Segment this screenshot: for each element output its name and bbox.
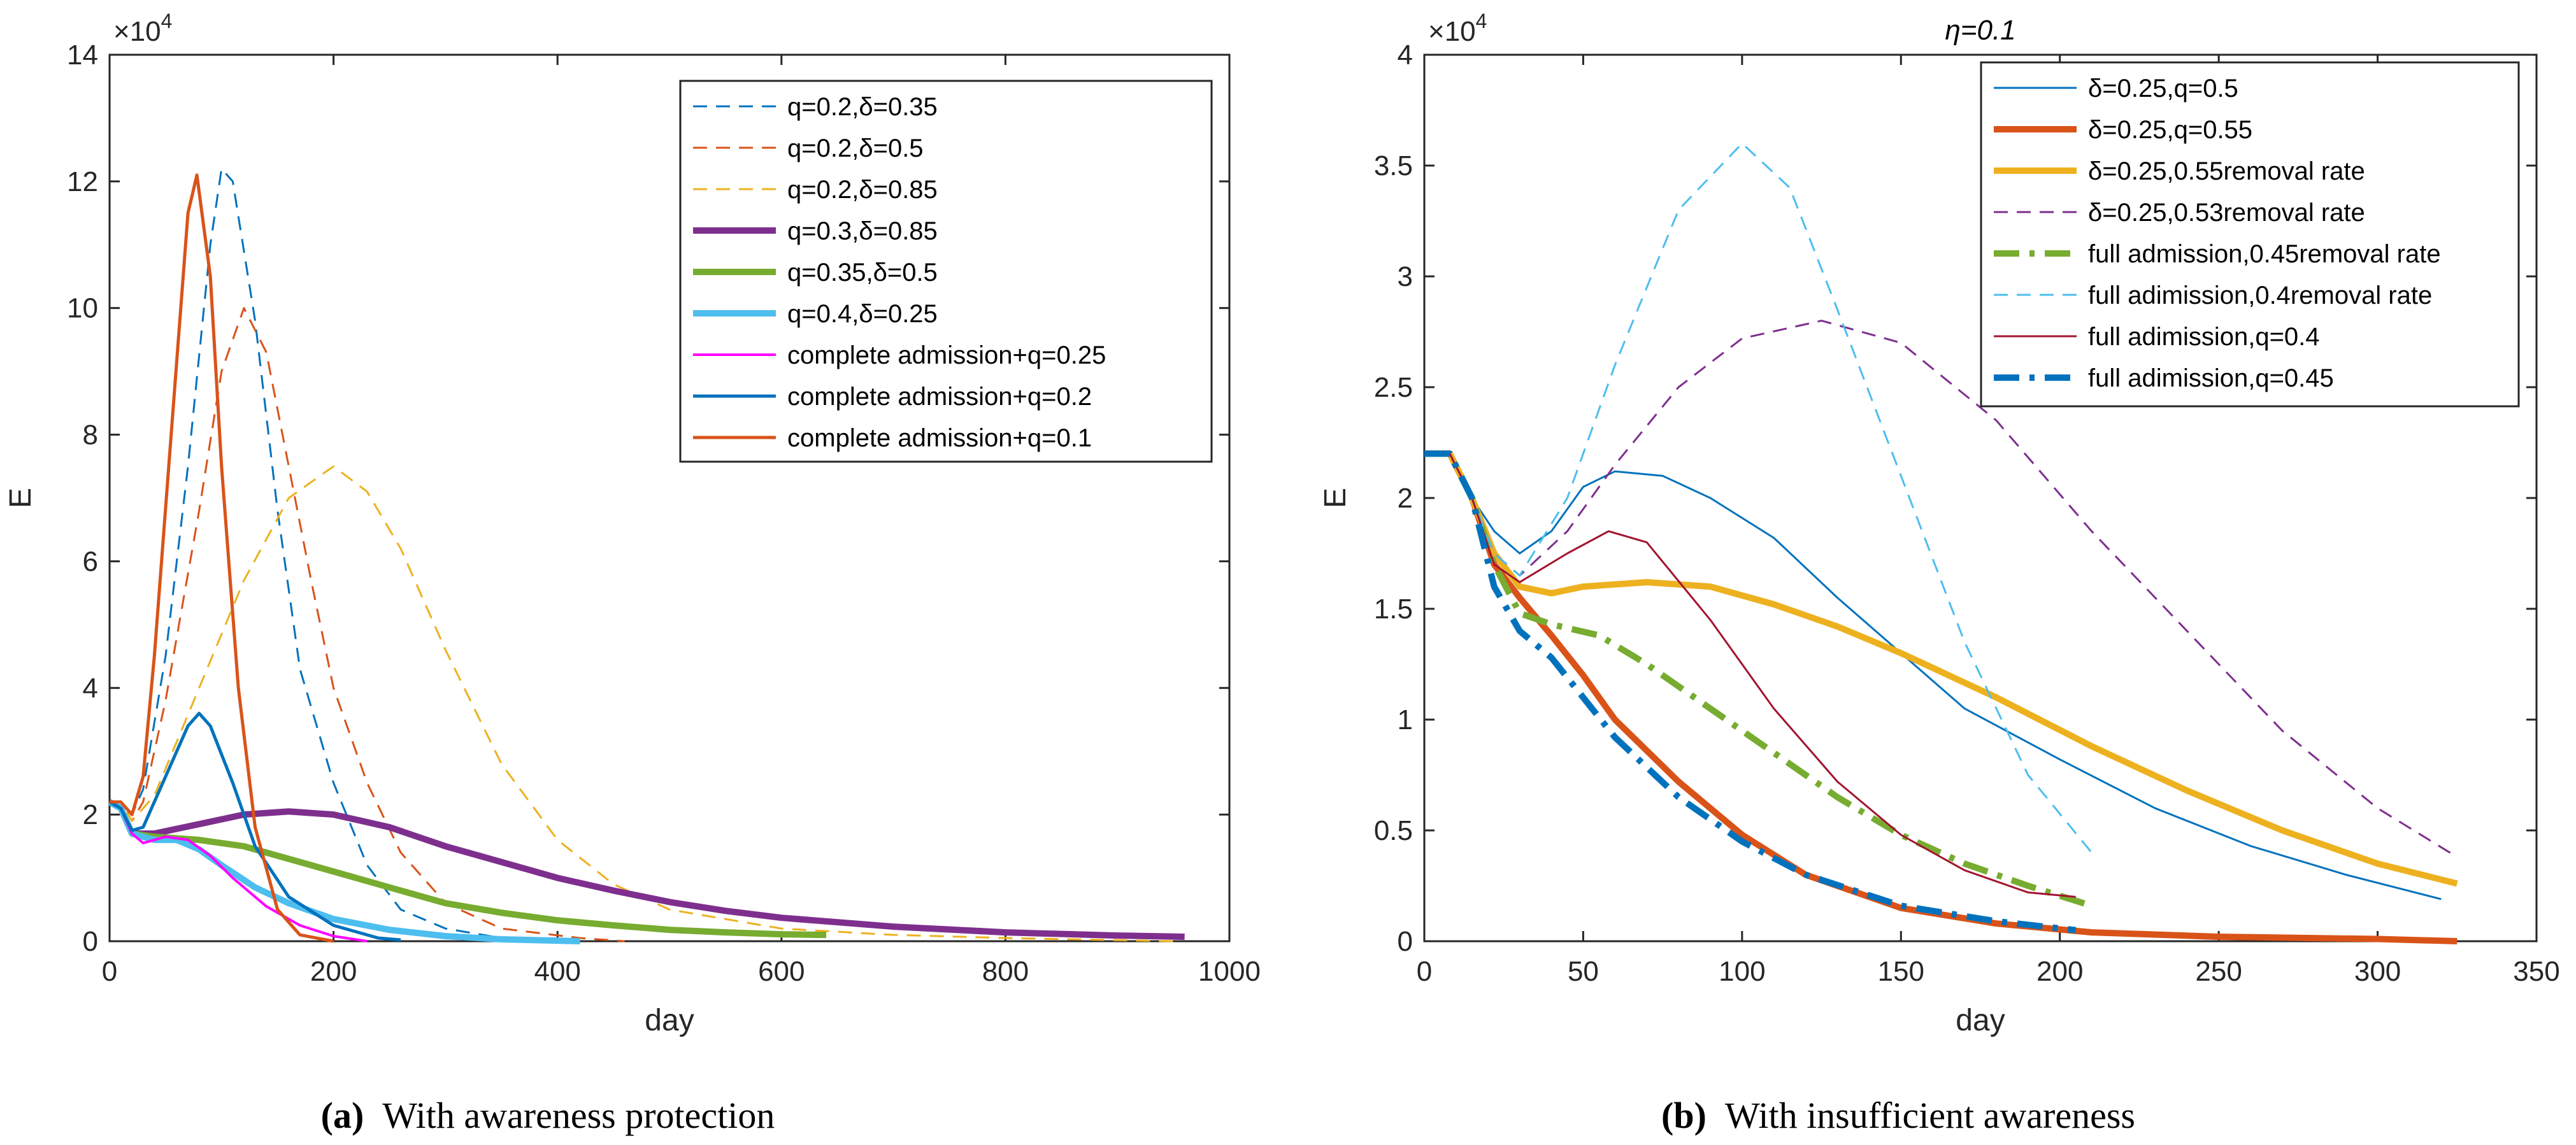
legend-label-4: δ=0.25,0.53removal rate [2088, 199, 2365, 227]
legend-label-7: complete admission+q=0.25 [787, 341, 1106, 369]
caption-b-text: With insufficient awareness [1724, 1095, 2135, 1136]
legend-label-5: full admission,0.45removal rate [2088, 240, 2441, 268]
y-tick-label: 2 [83, 799, 98, 830]
x-tick-label: 350 [2513, 956, 2559, 987]
series-line-8 [1424, 450, 2077, 934]
y-tick-label: 1.5 [1374, 594, 1413, 625]
x-tick-label: 300 [2354, 956, 2401, 987]
y-tick-label: 4 [83, 672, 98, 704]
legend-label-3: δ=0.25,0.55removal rate [2088, 157, 2365, 185]
legend-label-5: q=0.35,δ=0.5 [787, 259, 938, 287]
legend-label-1: q=0.2,δ=0.35 [787, 93, 938, 121]
caption-a-text: With awareness protection [382, 1095, 775, 1136]
y-exponent-label: ×104 [1428, 10, 1487, 47]
series-line-6 [108, 799, 580, 944]
x-tick-label: 200 [310, 956, 357, 987]
legend-label-7: full adimission,q=0.4 [2088, 323, 2320, 351]
y-tick-label: 0.5 [1374, 815, 1413, 846]
series-line-3 [110, 465, 1174, 942]
y-tick-label: 10 [67, 293, 98, 324]
series-line-1 [1424, 452, 2442, 900]
y-tick-label: 6 [83, 546, 98, 577]
x-tick-label: 1000 [1198, 956, 1261, 987]
y-tick-label: 0 [83, 926, 98, 957]
panel-b: 0 50 100 150 200 250 300 35000.511.522.533.54×1… [1319, 10, 2560, 1037]
series-line-6 [1424, 142, 2093, 853]
y-tick-label: 14 [67, 39, 98, 71]
series-line-8 [108, 711, 401, 942]
caption-a: (a) With awareness protection [321, 1094, 775, 1137]
legend-label-8: full adimission,q=0.45 [2088, 364, 2334, 392]
x-axis-label: day [1956, 1004, 2005, 1037]
y-axis-label: E [4, 488, 38, 508]
y-exponent-label: ×104 [113, 10, 172, 47]
y-tick-label: 0 [1398, 926, 1413, 957]
x-axis-label: day [645, 1004, 694, 1037]
x-tick-label: 400 [534, 956, 580, 987]
y-tick-label: 1 [1398, 704, 1413, 736]
x-tick-label: 100 [1719, 956, 1765, 987]
legend-box [1980, 61, 2520, 408]
caption-a-tag: (a) [320, 1095, 364, 1136]
y-tick-label: 12 [67, 166, 98, 197]
x-tick-label: 50 [1568, 956, 1599, 987]
legend-label-2: δ=0.25,q=0.55 [2088, 116, 2252, 144]
series-line-2 [110, 307, 625, 942]
y-tick-label: 3 [1398, 261, 1413, 292]
y-exponent-power: 4 [1476, 10, 1487, 32]
legend-label-3: q=0.2,δ=0.85 [787, 176, 938, 204]
x-tick-label: 200 [2036, 956, 2083, 987]
legend-label-9: complete admission+q=0.1 [787, 424, 1092, 452]
caption-b: (b) With insufficient awareness [1661, 1094, 2135, 1137]
y-tick-label: 2.5 [1374, 372, 1413, 403]
x-tick-label: 0 [102, 956, 117, 987]
legend-label-2: q=0.2,δ=0.5 [787, 134, 924, 162]
caption-b-tag: (b) [1661, 1095, 1707, 1136]
y-axis-label: E [1319, 488, 1352, 508]
y-tick-label: 8 [83, 420, 98, 451]
y-tick-label: 4 [1398, 39, 1413, 71]
x-tick-label: 800 [982, 956, 1029, 987]
y-exponent-power: 4 [161, 10, 173, 32]
x-tick-label: 150 [1878, 956, 1924, 987]
x-tick-label: 250 [2195, 956, 2242, 987]
series-line-4 [108, 799, 1185, 940]
x-tick-label: 0 [1417, 956, 1432, 987]
y-tick-label: 2 [1398, 483, 1413, 514]
legend-label-4: q=0.3,δ=0.85 [787, 217, 938, 245]
legend-label-1: δ=0.25,q=0.5 [2088, 75, 2238, 103]
x-tick-label: 600 [758, 956, 805, 987]
legend-label-6: q=0.4,δ=0.25 [787, 300, 938, 328]
legend-label-8: complete admission+q=0.2 [787, 383, 1092, 411]
y-tick-label: 3.5 [1374, 150, 1413, 181]
series-line-7 [1424, 452, 2076, 898]
panel-a: 0 200 400 600 800 1000 0 2 4 6 8 10 12 14 ×104 day Eq=0.… [4, 10, 1261, 1037]
series-line-1 [110, 167, 580, 942]
chart-title: η=0.1 [1945, 15, 2015, 46]
legend-label-6: full adimission,0.4removal rate [2088, 281, 2432, 309]
series-line-9 [110, 173, 334, 943]
